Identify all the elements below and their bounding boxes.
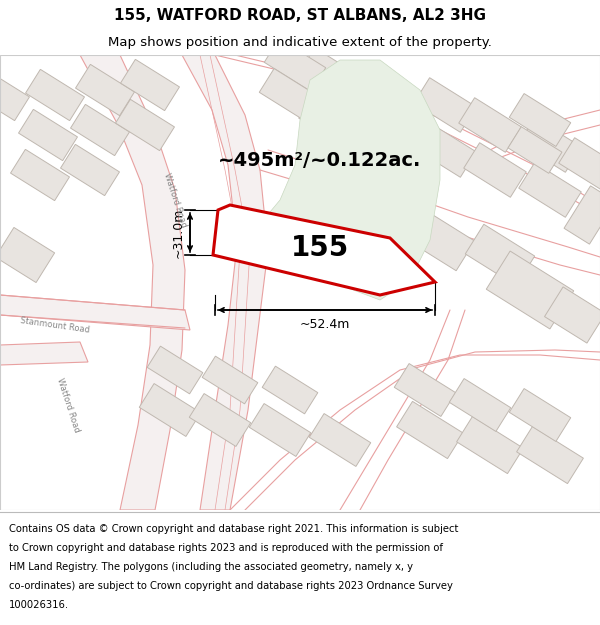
- Polygon shape: [71, 104, 130, 156]
- Polygon shape: [19, 109, 77, 161]
- Polygon shape: [0, 69, 29, 121]
- Text: ~52.4m: ~52.4m: [300, 318, 350, 331]
- Polygon shape: [545, 287, 600, 343]
- Text: Watford Road: Watford Road: [162, 172, 188, 228]
- Polygon shape: [517, 426, 583, 484]
- Polygon shape: [202, 356, 258, 404]
- Polygon shape: [449, 379, 511, 431]
- Polygon shape: [465, 224, 535, 286]
- Polygon shape: [249, 404, 311, 456]
- Polygon shape: [182, 55, 268, 510]
- Polygon shape: [0, 228, 55, 282]
- Text: to Crown copyright and database rights 2023 and is reproduced with the permissio: to Crown copyright and database rights 2…: [9, 542, 443, 552]
- Polygon shape: [189, 394, 251, 446]
- Polygon shape: [80, 55, 185, 510]
- Polygon shape: [486, 251, 574, 329]
- Polygon shape: [509, 94, 571, 146]
- Polygon shape: [405, 209, 475, 271]
- Polygon shape: [509, 389, 571, 441]
- Polygon shape: [394, 364, 456, 416]
- Polygon shape: [559, 138, 600, 192]
- Text: ~31.0m: ~31.0m: [172, 208, 185, 258]
- Text: co-ordinates) are subject to Crown copyright and database rights 2023 Ordnance S: co-ordinates) are subject to Crown copyr…: [9, 581, 453, 591]
- Polygon shape: [464, 142, 526, 198]
- Polygon shape: [309, 414, 371, 466]
- Polygon shape: [457, 416, 523, 474]
- Polygon shape: [519, 118, 581, 172]
- Polygon shape: [61, 144, 119, 196]
- Text: ~495m²/~0.122ac.: ~495m²/~0.122ac.: [218, 151, 422, 169]
- Text: Map shows position and indicative extent of the property.: Map shows position and indicative extent…: [108, 36, 492, 49]
- Polygon shape: [345, 189, 415, 251]
- Polygon shape: [397, 401, 463, 459]
- Polygon shape: [299, 92, 361, 148]
- Polygon shape: [0, 342, 88, 365]
- Polygon shape: [139, 384, 201, 436]
- Polygon shape: [459, 98, 521, 152]
- Polygon shape: [414, 122, 476, 177]
- Polygon shape: [262, 366, 318, 414]
- Text: Contains OS data © Crown copyright and database right 2021. This information is : Contains OS data © Crown copyright and d…: [9, 524, 458, 534]
- Text: 155: 155: [291, 234, 349, 262]
- Polygon shape: [11, 149, 70, 201]
- Polygon shape: [255, 60, 440, 300]
- Polygon shape: [116, 99, 175, 151]
- Polygon shape: [76, 64, 134, 116]
- Polygon shape: [519, 162, 581, 217]
- Polygon shape: [564, 186, 600, 244]
- Text: HM Land Registry. The polygons (including the associated geometry, namely x, y: HM Land Registry. The polygons (includin…: [9, 562, 413, 572]
- Polygon shape: [354, 107, 416, 162]
- Polygon shape: [299, 48, 361, 102]
- Polygon shape: [147, 346, 203, 394]
- Polygon shape: [213, 205, 435, 295]
- Text: Watford Road: Watford Road: [55, 377, 81, 433]
- Polygon shape: [26, 69, 85, 121]
- Text: 100026316.: 100026316.: [9, 600, 69, 610]
- Polygon shape: [354, 62, 416, 118]
- Text: Stanmount Road: Stanmount Road: [20, 316, 90, 334]
- Polygon shape: [121, 59, 179, 111]
- Polygon shape: [259, 69, 321, 121]
- Polygon shape: [508, 127, 562, 173]
- Polygon shape: [0, 295, 190, 330]
- Text: 155, WATFORD ROAD, ST ALBANS, AL2 3HG: 155, WATFORD ROAD, ST ALBANS, AL2 3HG: [114, 8, 486, 23]
- Polygon shape: [414, 78, 476, 132]
- Polygon shape: [264, 39, 326, 91]
